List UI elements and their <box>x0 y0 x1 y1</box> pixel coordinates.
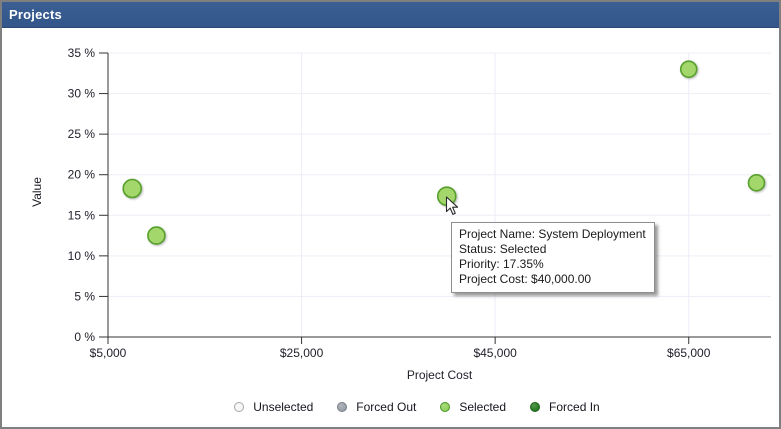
legend-item-forced-in[interactable]: Forced In <box>530 400 600 414</box>
legend-marker-icon <box>337 402 348 412</box>
data-point[interactable] <box>147 226 166 245</box>
y-tick-label: 15 % <box>68 208 96 222</box>
legend-label: Unselected <box>253 400 314 414</box>
y-tick-label: 35 % <box>68 46 96 60</box>
scatter-chart: 0 % 5 % 10 % 15 % 20 % 25 % 30 % 35 % $5,000 $25,… <box>2 29 779 427</box>
tooltip-line-project-cost: Project Cost: $40,000.00 <box>459 272 592 286</box>
tooltip-line-project-name: Project Name: System Deployment <box>459 227 646 241</box>
legend-label: Forced Out <box>356 400 417 414</box>
tooltip-line-priority: Priority: 17.35% <box>459 257 544 271</box>
x-tick-label: $25,000 <box>280 346 324 360</box>
data-point[interactable] <box>679 60 698 79</box>
y-tick-label: 0 % <box>74 330 95 344</box>
chart-legend: Unselected Forced Out Selected Forced In <box>97 398 737 416</box>
tooltip: Project Name: System Deployment Status: … <box>451 222 655 293</box>
data-point[interactable] <box>747 174 766 192</box>
legend-item-selected[interactable]: Selected <box>440 400 506 414</box>
legend-marker-icon <box>530 402 541 412</box>
legend-item-unselected[interactable]: Unselected <box>234 400 313 414</box>
panel-title: Projects <box>9 7 62 22</box>
y-tick-label: 25 % <box>68 127 96 141</box>
tooltip-line-status: Status: Selected <box>459 242 547 256</box>
legend-marker-icon <box>440 402 451 412</box>
x-tick-label: $5,000 <box>90 346 127 360</box>
y-tick-label: 30 % <box>68 87 96 101</box>
y-tick-label: 20 % <box>68 168 96 182</box>
legend-marker-icon <box>234 402 245 412</box>
y-tick-label: 10 % <box>68 249 96 263</box>
mouse-cursor-icon <box>445 196 459 215</box>
legend-label: Selected <box>459 400 507 414</box>
y-axis-title: Value <box>30 177 44 207</box>
y-tick-label: 5 % <box>74 289 95 303</box>
x-tick-label: $45,000 <box>473 346 517 360</box>
panel-titlebar[interactable]: Projects <box>2 2 779 28</box>
x-axis-title: Project Cost <box>406 368 473 382</box>
x-tick-label: $65,000 <box>667 346 711 360</box>
legend-item-forced-out[interactable]: Forced Out <box>337 400 416 414</box>
legend-label: Forced In <box>549 400 600 414</box>
data-point[interactable] <box>122 178 142 199</box>
